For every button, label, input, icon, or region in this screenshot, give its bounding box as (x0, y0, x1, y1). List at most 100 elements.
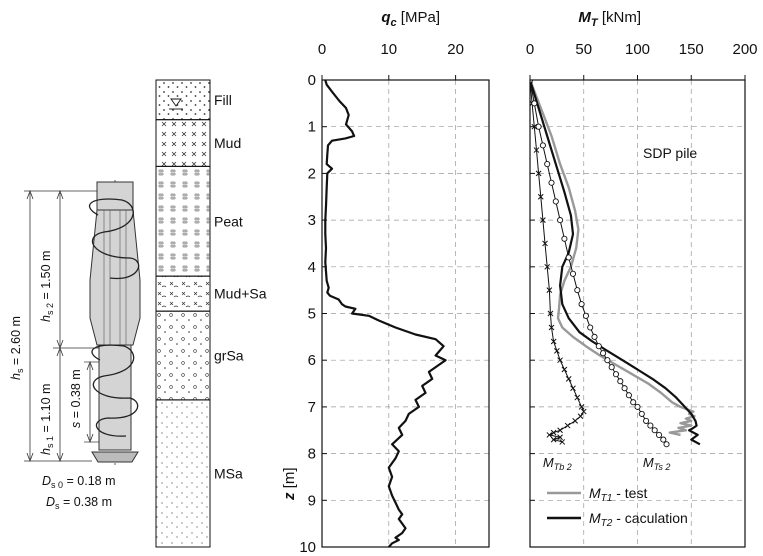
series-3-point (655, 431, 663, 438)
soil-layer-3 (155, 275, 211, 312)
series-2-point (580, 408, 587, 415)
series-3-point (608, 364, 615, 371)
series-2-point (559, 439, 566, 445)
x-tick-label: 50 (575, 41, 592, 58)
mt-chart: MT [kNm] 0 50 100 150 200 SDP pile MTb 2 MTs … (526, 9, 758, 548)
series-2-point (542, 240, 548, 247)
mt-x-tick-labels: 0 50 100 150 200 (526, 41, 758, 58)
series-2-point (546, 432, 553, 438)
soil-layer-0 (155, 79, 211, 121)
mt-grid (529, 75, 746, 548)
series-2-point (554, 348, 560, 354)
series-3-point (663, 441, 670, 448)
mt-plot-frame (529, 79, 746, 548)
series-2-point (570, 385, 576, 392)
series-3-point (604, 357, 611, 364)
y-tick-label: 2 (308, 165, 316, 182)
series-2-point (544, 263, 551, 270)
series-3-point (612, 371, 620, 378)
soil-layer-label-2: Peat (214, 213, 243, 229)
series-3-point (578, 301, 585, 308)
soil-layer-4 (155, 310, 211, 401)
mt-legend: MT1 - test MT2 - caculation (547, 485, 688, 529)
x-tick-label: 200 (732, 41, 757, 58)
series-3-point (565, 254, 572, 261)
series-0-line (324, 80, 447, 547)
series-2-point (535, 170, 542, 177)
series-3-point (531, 100, 538, 107)
y-tick-label: 7 (308, 399, 316, 416)
series-2-point (548, 324, 555, 331)
qc-chart: qc [MPa] 0 10 20 0 1 2 3 4 5 6 7 8 9 10 z [m] (281, 9, 490, 556)
legend-label-1: MT2 - caculation (589, 510, 688, 529)
soil-layer-label-1: Mud (214, 135, 241, 151)
series-0-line (530, 80, 696, 437)
series-2-point (578, 404, 585, 410)
series-3-point (643, 417, 650, 424)
soil-layer-label-4: grSa (214, 348, 244, 364)
series-2-point (540, 217, 546, 223)
qc-series-layer (324, 80, 447, 547)
x-tick-label: 20 (447, 41, 464, 58)
qc-plot-frame (321, 79, 490, 548)
soil-layer-label-0: Fill (214, 92, 232, 108)
series-1-line (530, 80, 701, 446)
qc-x-tick-labels: 0 10 20 (318, 41, 464, 58)
y-tick-label: 5 (308, 306, 316, 323)
sdp-pile-annotation: SDP pile (643, 145, 697, 161)
qc-y-tick-labels: 0 1 2 3 4 5 6 7 8 9 10 (299, 72, 316, 556)
series-2-point (577, 413, 584, 420)
soil-column: Fill Mud Peat Mud+Sa grSa MSa (155, 79, 267, 548)
series-3-point (535, 123, 542, 130)
series-2-point (533, 147, 540, 153)
point-label-1: MTs 2 (643, 455, 671, 472)
soil-layer-2 (155, 165, 211, 277)
y-tick-label: 8 (308, 446, 316, 463)
series-2-point (537, 193, 544, 200)
mt-series-layer (530, 80, 701, 448)
soil-layer-5 (155, 399, 211, 548)
series-2-point (572, 418, 579, 424)
y-tick-label: 0 (308, 72, 316, 89)
x-tick-label: 150 (679, 41, 704, 58)
s-dimension-label: s = 0.38 m (69, 369, 83, 428)
y-tick-label: 10 (299, 539, 316, 556)
x-tick-label: 100 (625, 41, 650, 58)
series-3-point (569, 270, 577, 277)
series-3-point (548, 179, 555, 186)
y-tick-label: 6 (308, 352, 316, 369)
y-tick-label: 1 (308, 119, 316, 136)
series-2-point (557, 357, 563, 364)
series-2-point (557, 434, 563, 441)
series-3-point (595, 343, 602, 350)
soil-layer-label-3: Mud+Sa (214, 286, 267, 302)
y-tick-label: 4 (308, 259, 316, 276)
y-tick-label: 9 (308, 492, 316, 509)
series-3-point (634, 403, 641, 410)
qc-chart-title: qc [MPa] (381, 9, 440, 29)
series-2-point (547, 310, 554, 317)
series-3-point (587, 324, 594, 331)
x-tick-label: 10 (380, 41, 397, 58)
series-2-point (564, 422, 571, 429)
series-3-point (552, 198, 559, 205)
series-2-point (561, 366, 568, 373)
point-label-0: MTb 2 (543, 455, 572, 472)
water-table-marker (170, 98, 182, 107)
series-2-point (531, 123, 538, 130)
pile-schematic: hs = 2.60 m hs 2 = 1.50 m hs 1 = 1.10 m … (9, 180, 141, 511)
series-3-point (539, 142, 546, 149)
series-3-point (625, 392, 632, 399)
mt-chart-title: MT [kNm] (578, 9, 641, 29)
series-3-point (647, 422, 654, 429)
series-3-point (561, 235, 568, 242)
y-tick-label: 3 (308, 212, 316, 229)
series-2-line (530, 80, 585, 443)
series-3-point (651, 427, 658, 434)
mt-point-labels: MTb 2 MTs 2 (543, 455, 671, 472)
x-tick-label: 0 (526, 41, 534, 58)
hs1-dimension-label: hs 1 = 1.10 m (39, 384, 55, 455)
series-2-point (550, 436, 557, 443)
series-3-point (557, 217, 564, 224)
